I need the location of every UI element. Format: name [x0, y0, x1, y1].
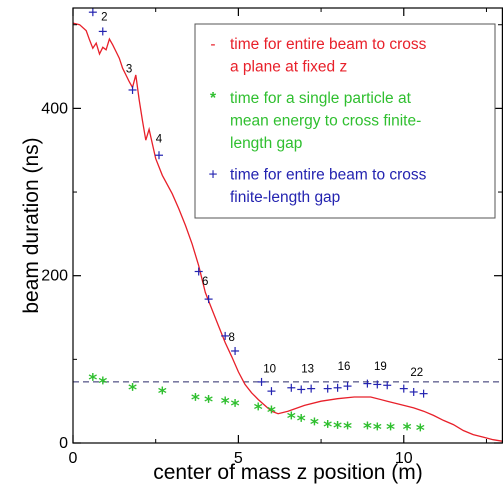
series-line-red [72, 22, 503, 442]
y-tick-label: 200 [41, 268, 68, 285]
blue-plus-point [383, 381, 392, 390]
legend-entry-text: finite-length gap [230, 189, 340, 206]
blue-plus-point [409, 387, 418, 396]
plot-frame [72, 7, 503, 444]
blue-plus-point [204, 295, 213, 304]
legend-entry-text: length gap [230, 135, 302, 152]
green-star-point: * [191, 391, 200, 411]
point-label: 13 [301, 364, 314, 376]
blue-plus-point [221, 331, 230, 340]
point-label: 4 [156, 134, 163, 146]
blue-plus-point [307, 384, 316, 393]
green-star-point: * [310, 415, 319, 435]
green-star-point: * [158, 384, 167, 404]
blue-plus-point [333, 383, 342, 392]
green-star-point: * [254, 400, 263, 420]
y-axis-title: beam duration (ns) [20, 137, 43, 313]
legend-marker: * [210, 90, 217, 107]
blue-plus-point [257, 377, 266, 386]
blue-plus-point [267, 387, 276, 396]
green-star-point: * [88, 371, 97, 391]
green-star-point: * [386, 420, 395, 440]
point-label: 10 [263, 364, 276, 376]
blue-plus-point [363, 379, 372, 388]
blue-plus-point [419, 389, 428, 398]
green-star-point: * [416, 421, 425, 441]
blue-plus-point [323, 384, 332, 393]
point-label: 19 [374, 361, 387, 373]
blue-plus-point [194, 267, 203, 276]
legend-entry-text: time for entire beam to cross [230, 36, 427, 53]
green-star-point: * [323, 417, 332, 437]
green-star-point: * [363, 419, 372, 439]
blue-plus-point [343, 382, 352, 391]
point-label: 2 [101, 12, 107, 24]
blue-plus-point [88, 8, 97, 17]
green-star-point: * [373, 420, 382, 440]
x-tick-label: 0 [69, 450, 78, 467]
blue-plus-point [231, 346, 240, 355]
green-star-point: * [343, 419, 352, 439]
y-tick-label: 0 [59, 435, 68, 452]
green-star-point: * [128, 381, 137, 401]
green-star-point: * [221, 394, 230, 414]
green-star-point: * [297, 412, 306, 432]
blue-plus-point [399, 384, 408, 393]
blue-plus-point [297, 385, 306, 394]
legend-box [194, 23, 496, 219]
y-tick-label: 400 [41, 100, 68, 117]
green-star-point: * [231, 397, 240, 417]
axes: 0 5 10 0 200 400 [41, 8, 502, 467]
legend-entry-text: time for a single particle at [230, 90, 412, 107]
blue-plus-point [373, 380, 382, 389]
green-star-point: * [204, 392, 213, 412]
legend-entry-text: mean energy to cross finite- [230, 113, 421, 130]
blue-plus-point [287, 383, 296, 392]
blue-plus-point [98, 27, 107, 36]
legend-marker: + [208, 167, 217, 184]
x-tick-label: 5 [234, 450, 243, 467]
legend-entry-text: time for entire beam to cross [230, 167, 427, 184]
point-label: 3 [126, 63, 132, 75]
green-star-point: * [267, 403, 276, 423]
green-star-point: * [98, 374, 107, 394]
legend-marker: - [210, 36, 215, 53]
point-label: 16 [338, 361, 351, 373]
blue-plus-point [155, 151, 163, 160]
x-axis-title: center of mass z position (m) [153, 461, 423, 484]
blue-plus-point [128, 85, 137, 94]
green-star-point: * [333, 418, 342, 438]
point-label: 22 [410, 367, 423, 379]
green-star-point: * [287, 409, 296, 429]
green-star-point: * [403, 420, 412, 440]
legend-entry-text: a plane at fixed z [230, 59, 347, 76]
point-label: 6 [202, 276, 208, 288]
x-tick-label: 10 [395, 450, 413, 467]
point-label: 8 [228, 332, 234, 344]
